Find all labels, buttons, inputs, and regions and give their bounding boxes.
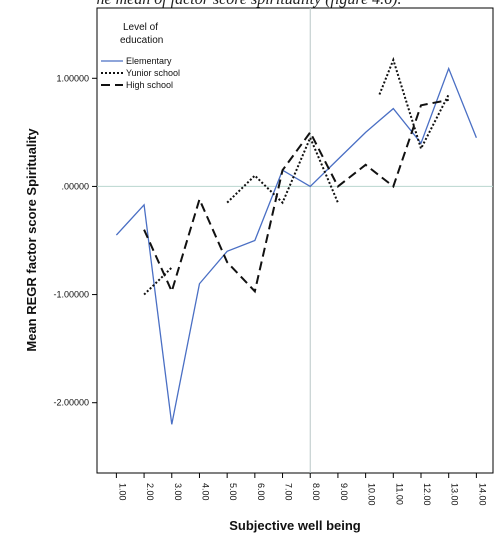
legend-title-line-1: Level of [123, 22, 158, 33]
legend-label-1: Elementary [126, 56, 172, 66]
legend: Level of education Elementary Yunior scho… [101, 22, 180, 90]
x-tick-label: 14.00 [477, 483, 487, 506]
x-tick-label: 1.00 [117, 483, 127, 501]
legend-label-2: Yunior school [126, 68, 180, 78]
x-tick-label: 10.00 [367, 483, 377, 506]
reference-lines [97, 8, 493, 473]
x-tick-label: 13.00 [450, 483, 460, 506]
x-tick-label: 2.00 [145, 483, 155, 501]
y-tick-label: .00000 [61, 181, 89, 191]
y-axis-ticks: 1.00000 .00000 -1.00000 -2.00000 [53, 73, 97, 408]
y-tick-label: -1.00000 [53, 290, 89, 300]
x-tick-label: 12.00 [422, 483, 432, 506]
x-axis-label: Subjective well being [229, 518, 361, 533]
x-tick-label: 4.00 [200, 483, 210, 501]
x-tick-label: 8.00 [311, 483, 321, 501]
x-tick-label: 9.00 [339, 483, 349, 501]
y-axis-label: Mean REGR factor score Spirituality [24, 128, 39, 352]
x-axis-ticks: 1.00 2.00 3.00 4.00 5.00 6.00 7.00 8.00 9.00 10.0… [115, 473, 487, 506]
y-tick-label: -2.00000 [53, 398, 89, 408]
y-tick-label: 1.00000 [56, 73, 89, 83]
caption-fragment: he mean of factor score spirituality (fi… [0, 0, 498, 9]
x-tick-label: 7.00 [284, 483, 294, 501]
legend-title-line-2: education [120, 35, 163, 46]
series-layer [115, 56, 477, 425]
x-tick-label: 6.00 [256, 483, 266, 501]
series-line-2 [143, 266, 173, 296]
x-tick-label: 11.00 [394, 483, 404, 505]
series-line-1 [115, 66, 477, 425]
series-line-2 [378, 56, 450, 152]
plot-frame [96, 7, 494, 474]
x-tick-label: 5.00 [228, 483, 238, 501]
x-tick-label: 3.00 [173, 483, 183, 501]
legend-label-3: High school [126, 80, 173, 90]
series-line-2 [226, 135, 339, 205]
series-line-3 [143, 98, 449, 295]
